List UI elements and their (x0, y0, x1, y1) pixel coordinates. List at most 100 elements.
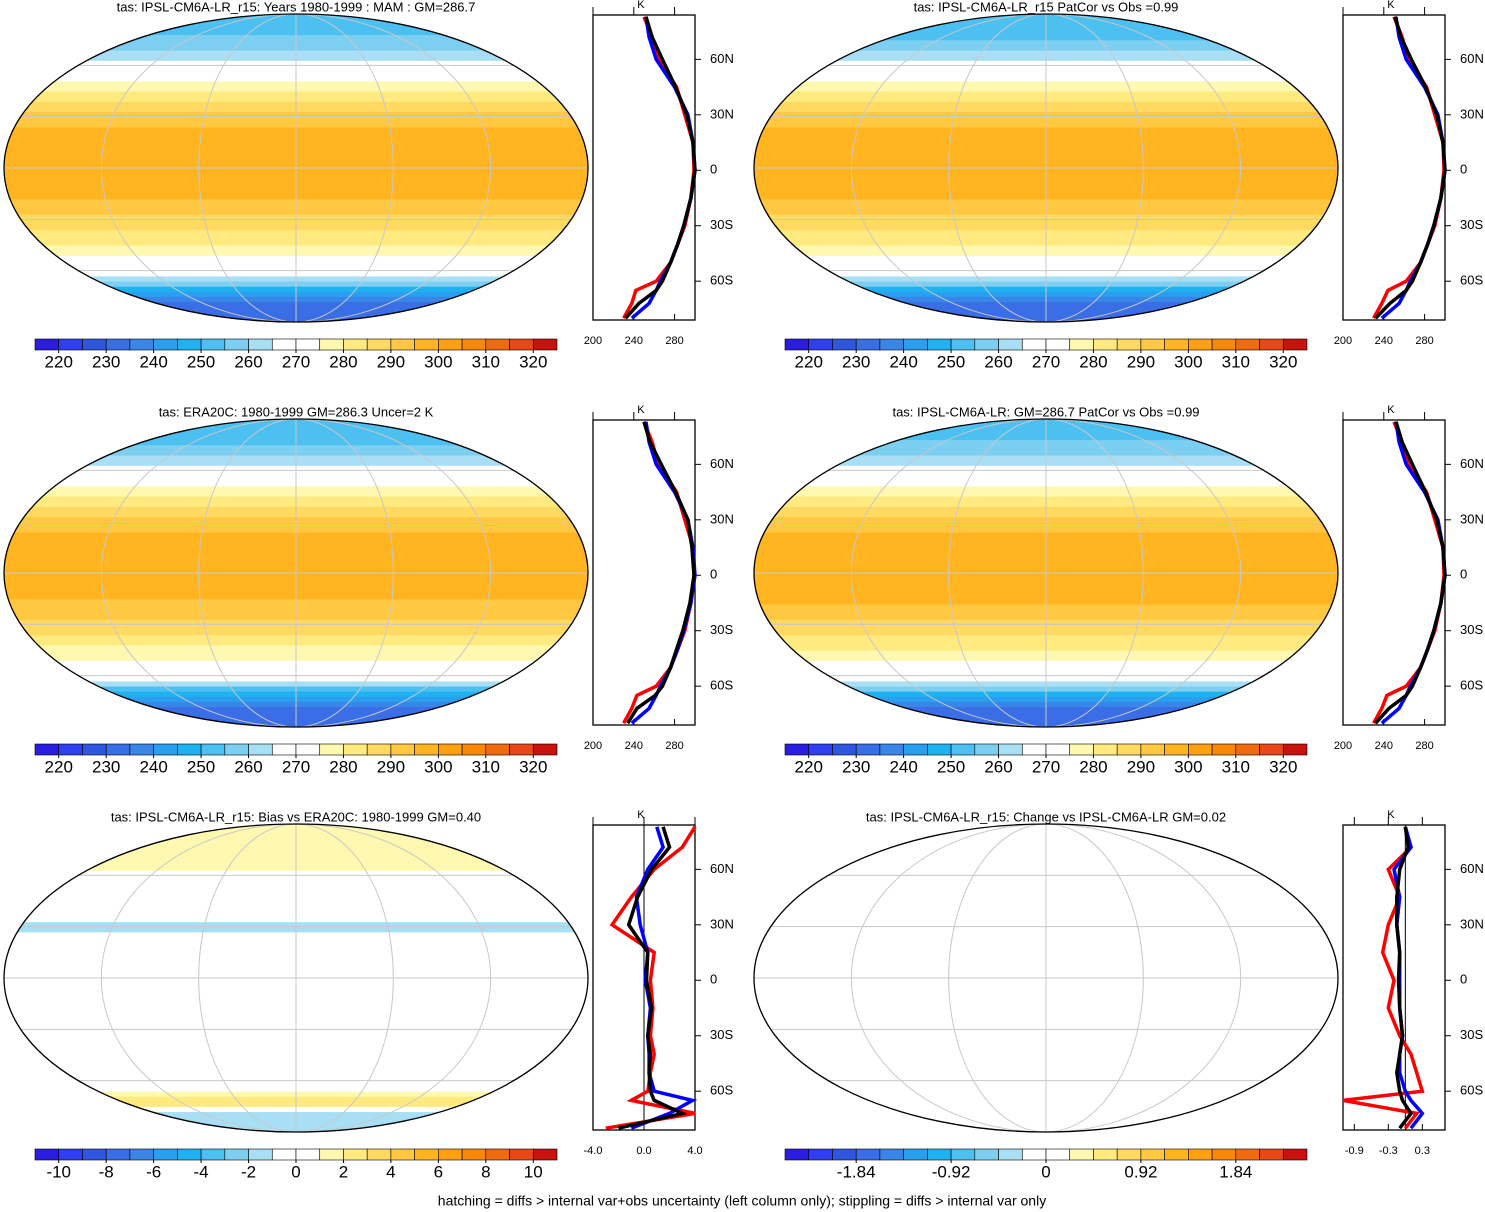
x-tick-label: 280 (665, 740, 683, 752)
colorbar-box (271, 1148, 297, 1161)
colorbar-box (390, 743, 415, 756)
y-tick-label: 0 (710, 567, 717, 582)
colorbar-box (1188, 743, 1213, 756)
colorbar-box (998, 338, 1023, 351)
profile-line (626, 421, 696, 725)
colorbar-box (414, 338, 439, 351)
colorbar-box (1069, 338, 1094, 351)
colorbar-box (808, 338, 833, 351)
colorbar-box (271, 338, 297, 351)
colorbar-label: 320 (1269, 757, 1297, 776)
map-meridian (198, 14, 394, 322)
map-meridian (100, 824, 492, 1132)
colorbar-label: 290 (377, 352, 405, 371)
colorbar-label: 230 (842, 352, 870, 371)
panel: tas: IPSL-CM6A-LR_r15: Years 1980-1999 :… (3, 0, 734, 371)
colorbar-box (153, 338, 178, 351)
colorbar-box (1164, 338, 1189, 351)
map-outline (3, 418, 589, 728)
colorbar-box (879, 743, 904, 756)
profile-unit: K (1387, 404, 1395, 416)
colorbar-label: 280 (1079, 352, 1107, 371)
colorbar-label: -10 (46, 1162, 71, 1181)
colorbar-label: 230 (842, 757, 870, 776)
colorbar-box (974, 743, 999, 756)
colorbar-box (224, 1148, 249, 1161)
x-tick-label: 240 (1375, 335, 1393, 347)
colorbar-box (1140, 338, 1165, 351)
x-tick-label: 240 (625, 335, 643, 347)
panel: tas: ERA20C: 1980-1999 GM=286.3 Uncer=2 … (3, 404, 734, 776)
colorbar-box (1093, 1148, 1118, 1161)
colorbar-box (438, 743, 463, 756)
x-tick-label: 0.3 (1415, 1145, 1430, 1157)
colorbar-box (200, 743, 226, 756)
profile-unit: K (637, 809, 645, 821)
colorbar-box (177, 1148, 202, 1161)
colorbar-label: 240 (889, 352, 917, 371)
colorbar-box (82, 743, 107, 756)
map-meridian (100, 419, 492, 727)
colorbar-label: 320 (1269, 352, 1297, 371)
colorbar-label: -6 (146, 1162, 161, 1181)
x-tick-label: -0.9 (1345, 1145, 1364, 1157)
colorbar-box (1021, 1148, 1047, 1161)
map-meridian (850, 419, 1242, 727)
y-tick-label: 60S (1460, 1083, 1483, 1098)
colorbar-label: -1.84 (837, 1162, 876, 1181)
y-tick-label: 60N (710, 456, 734, 471)
colorbar-label: 320 (519, 352, 547, 371)
colorbar-box (390, 1148, 415, 1161)
colorbar-label: 300 (1174, 757, 1202, 776)
colorbar-box (950, 743, 976, 756)
colorbar-box (532, 1148, 558, 1161)
y-tick-label: 60N (1460, 861, 1484, 876)
y-tick-label: 30N (1460, 511, 1484, 526)
y-tick-label: 60S (710, 1083, 733, 1098)
y-tick-label: 30S (710, 622, 733, 637)
colorbar-box (974, 338, 999, 351)
profile-frame (1342, 824, 1446, 1131)
colorbar-box (855, 338, 881, 351)
colorbar-box (1211, 1148, 1237, 1161)
colorbar-box (832, 743, 857, 756)
colorbar-box (1164, 743, 1189, 756)
colorbar-box (414, 1148, 439, 1161)
panel-title: tas: IPSL-CM6A-LR_r15: Years 1980-1999 :… (117, 0, 476, 14)
colorbar-label: 220 (45, 757, 73, 776)
colorbar-box (34, 743, 60, 756)
y-tick-label: 60S (710, 678, 733, 693)
colorbar-label: 220 (795, 757, 823, 776)
profile-line (630, 826, 698, 1130)
y-tick-label: 60N (710, 51, 734, 66)
y-tick-label: 30S (710, 1027, 733, 1042)
colorbar-box (1045, 338, 1071, 351)
x-tick-label: 0.0 (636, 1145, 651, 1157)
colorbar-box (58, 338, 83, 351)
colorbar-box (950, 1148, 976, 1161)
colorbar-label: 0.92 (1124, 1162, 1157, 1181)
y-tick-label: 30S (1460, 217, 1483, 232)
panel: tas: IPSL-CM6A-LR_r15: Bias vs ERA20C: 1… (3, 809, 734, 1181)
colorbar-label: 220 (45, 352, 73, 371)
profile-unit: K (637, 0, 645, 11)
colorbar-label: 280 (329, 757, 357, 776)
colorbar-box (414, 743, 439, 756)
colorbar-box (58, 743, 83, 756)
colorbar-label: -2 (241, 1162, 256, 1181)
map-meridian (948, 419, 1144, 727)
colorbar-box (366, 1148, 392, 1161)
colorbar-label: 250 (187, 352, 215, 371)
colorbar-box (832, 338, 857, 351)
colorbar-box (105, 1148, 131, 1161)
profile-frame (592, 14, 696, 321)
y-tick-label: 0 (1460, 162, 1467, 177)
colorbar-box (319, 1148, 344, 1161)
colorbar-box (532, 743, 558, 756)
y-tick-label: 30N (710, 511, 734, 526)
colorbar-box (1282, 338, 1308, 351)
colorbar-label: 240 (139, 352, 167, 371)
map-outline (753, 418, 1339, 728)
colorbar-box (82, 338, 107, 351)
colorbar-label: 290 (1127, 757, 1155, 776)
